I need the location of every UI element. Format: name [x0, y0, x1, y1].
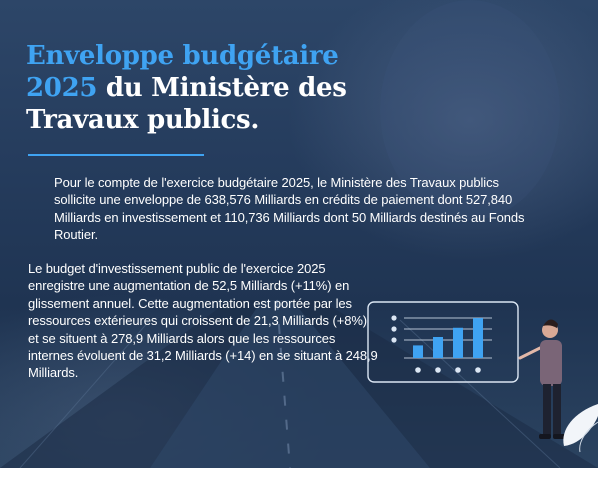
board-bar: [473, 318, 483, 358]
board-bars: [413, 318, 483, 358]
title-accent-year: 2025: [26, 73, 98, 103]
leaf-icon: [563, 404, 598, 453]
paragraph-investment-budget: Le budget d'investissement public de l'e…: [28, 261, 378, 381]
title-divider: [28, 154, 204, 156]
presentation-illustration: [367, 301, 598, 453]
title-line3: Travaux publics.: [26, 105, 260, 135]
board-bar: [433, 337, 443, 358]
page-title: Enveloppe budgétaire 2025 du Ministère d…: [26, 40, 347, 136]
board-bar: [453, 327, 463, 358]
infographic-card: Enveloppe budgétaire 2025 du Ministère d…: [0, 0, 598, 468]
background-road-scene: [0, 0, 598, 468]
paragraph-budget-envelope: Pour le compte de l'exercice budgétaire …: [54, 175, 525, 243]
title-line2-rest: du Ministère des: [97, 73, 347, 103]
title-accent-line1: Enveloppe budgétaire: [26, 41, 339, 71]
board-bar: [413, 345, 423, 358]
presenter-person-icon: [518, 319, 565, 439]
presentation-board-icon: [367, 301, 519, 383]
bottom-strip: [0, 468, 598, 487]
